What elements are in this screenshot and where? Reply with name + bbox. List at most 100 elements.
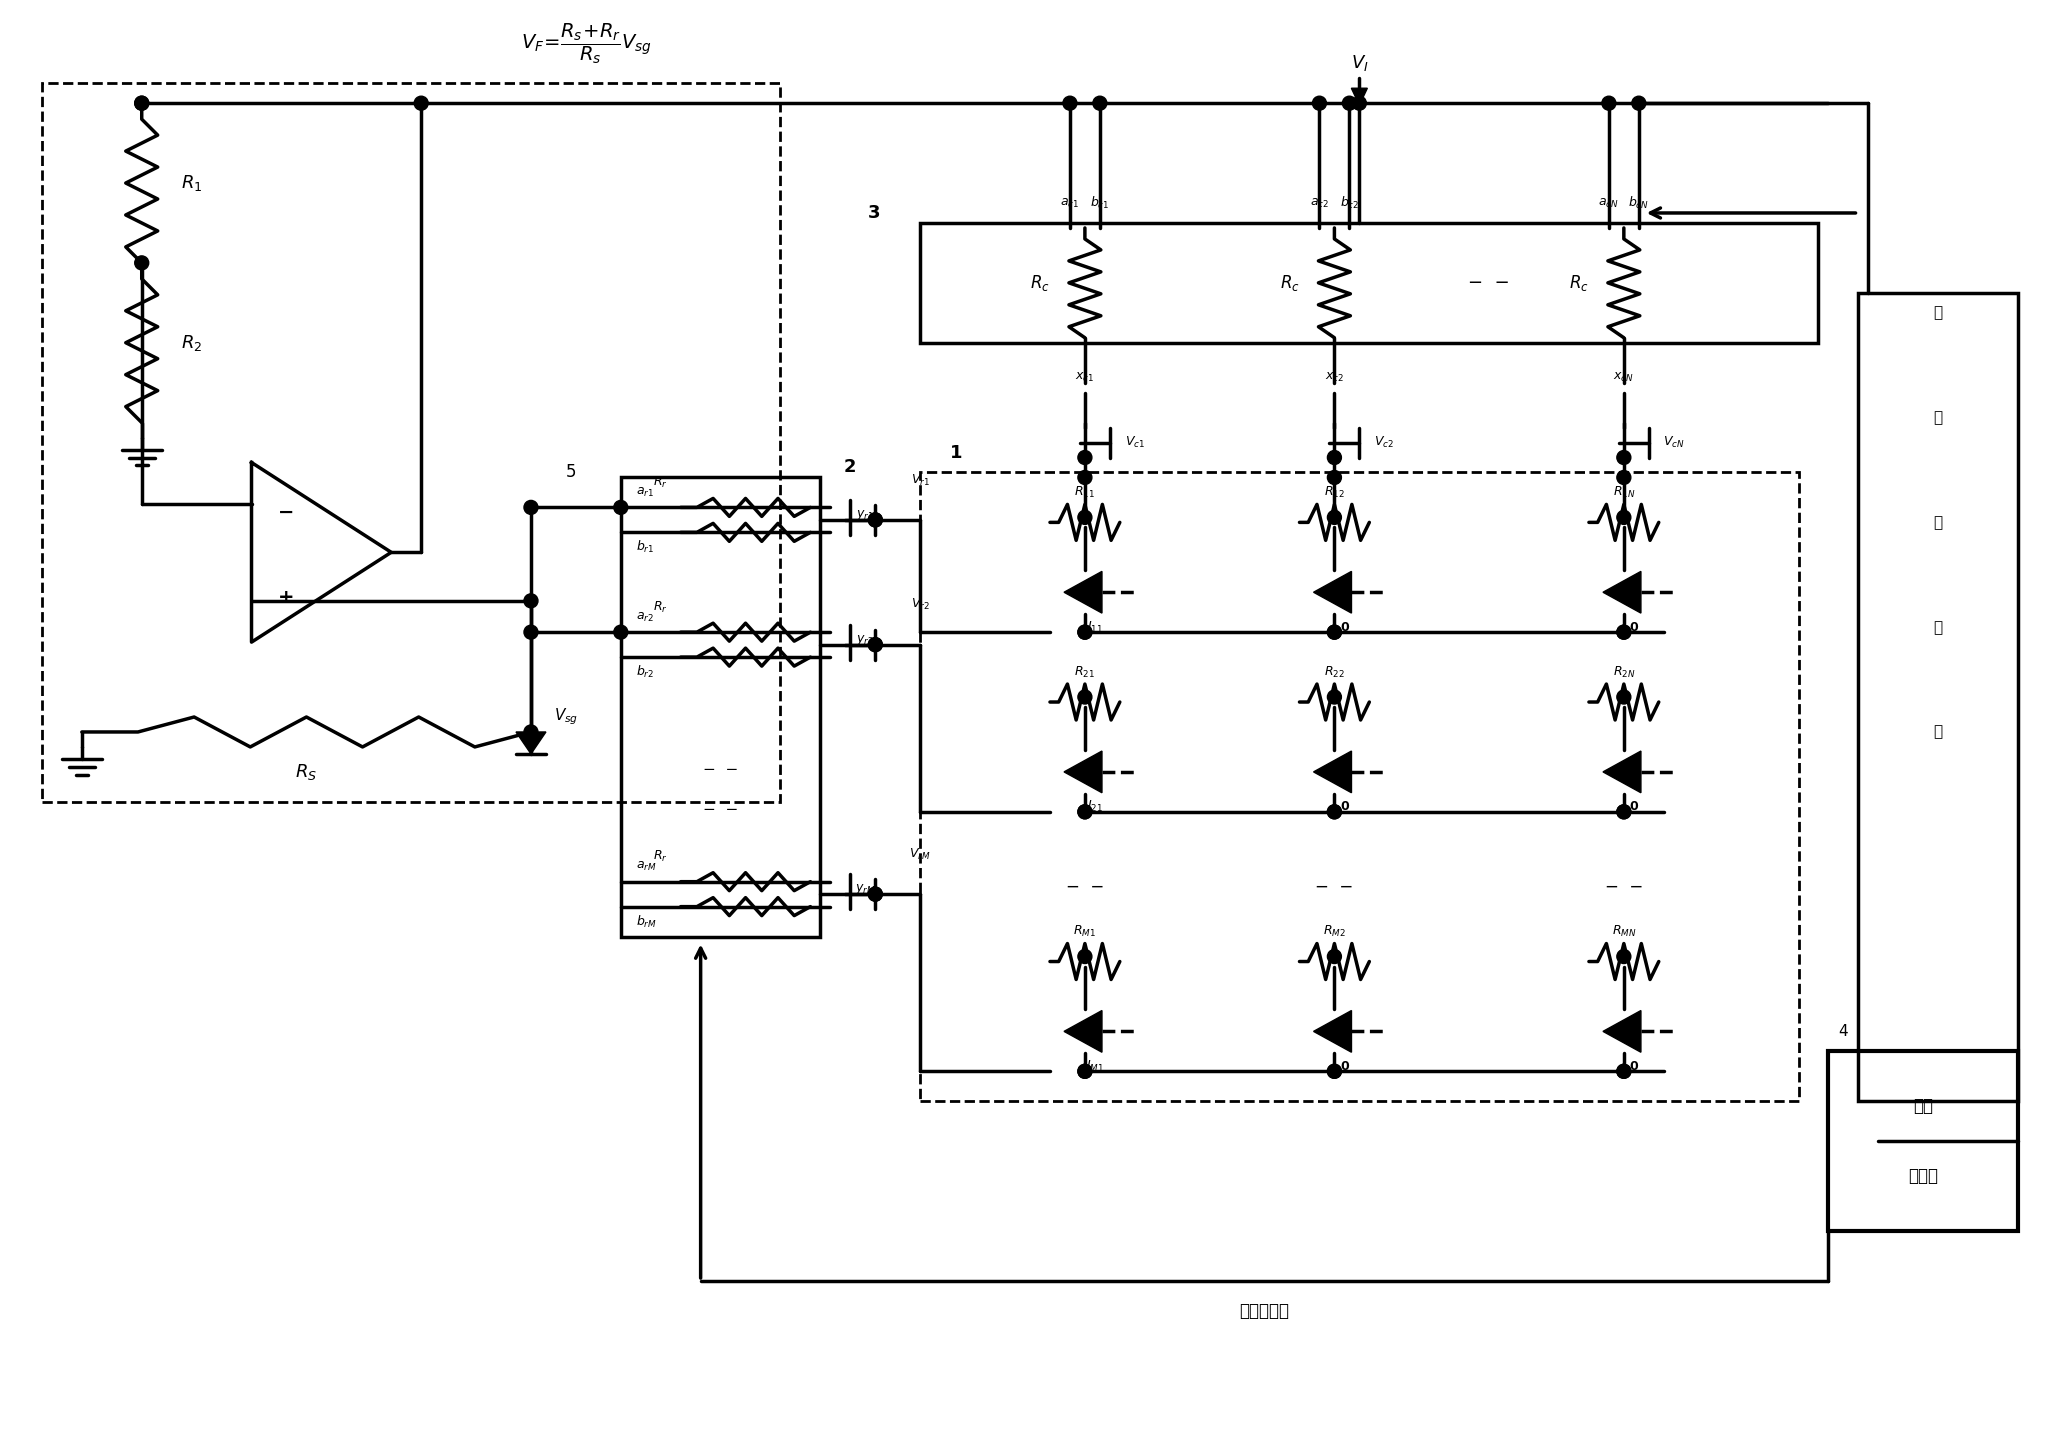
Bar: [920, 473, 1798, 1101]
Circle shape: [868, 513, 883, 527]
Text: $b_{cN}$: $b_{cN}$: [1629, 195, 1650, 211]
Text: 扫描: 扫描: [1914, 1097, 1934, 1116]
Text: 3: 3: [868, 203, 880, 222]
Text: $R_{M2}$: $R_{M2}$: [1324, 924, 1346, 939]
Text: $a_{r1}$: $a_{r1}$: [635, 485, 654, 498]
Circle shape: [1617, 451, 1631, 464]
Circle shape: [1078, 805, 1093, 819]
Text: $b_{c1}$: $b_{c1}$: [1091, 195, 1109, 211]
Text: $a_{r2}$: $a_{r2}$: [635, 610, 654, 624]
Text: 4: 4: [1839, 1024, 1848, 1038]
Circle shape: [1328, 626, 1342, 639]
Circle shape: [1078, 451, 1093, 464]
Text: 制: 制: [1934, 516, 1942, 530]
Polygon shape: [1064, 1011, 1101, 1053]
Text: $R_c$: $R_c$: [1281, 274, 1299, 292]
Polygon shape: [1602, 571, 1641, 613]
Circle shape: [1311, 96, 1326, 110]
Circle shape: [1078, 1064, 1093, 1078]
Circle shape: [1328, 690, 1342, 705]
Text: $y_{rM}$: $y_{rM}$: [856, 882, 876, 896]
Circle shape: [1078, 690, 1093, 705]
Text: $V_F\!=\!\dfrac{R_s\!+\!R_r}{R_s}V_{sg}$: $V_F\!=\!\dfrac{R_s\!+\!R_r}{R_s}V_{sg}$: [522, 21, 652, 66]
Text: $R_{21}$: $R_{21}$: [1074, 664, 1095, 680]
Text: $b_{rM}$: $b_{rM}$: [635, 914, 656, 929]
Circle shape: [1328, 805, 1342, 819]
Text: 列: 列: [1934, 305, 1942, 321]
Text: 行控制信号: 行控制信号: [1239, 1302, 1289, 1320]
Text: $V_{c2}$: $V_{c2}$: [1375, 435, 1394, 450]
Text: $a_{cN}$: $a_{cN}$: [1598, 196, 1619, 209]
Text: $V_{sg}$: $V_{sg}$: [555, 707, 577, 727]
Text: $V_{c1}$: $V_{c1}$: [1124, 435, 1144, 450]
Text: $I_{M1}$: $I_{M1}$: [1087, 1058, 1103, 1074]
Circle shape: [868, 513, 883, 527]
Circle shape: [1617, 805, 1631, 819]
Circle shape: [1328, 1064, 1342, 1078]
Circle shape: [614, 626, 627, 639]
Circle shape: [1617, 1064, 1631, 1078]
Polygon shape: [1064, 750, 1101, 793]
Text: $R_r$: $R_r$: [654, 600, 668, 614]
Text: −  −: − −: [1468, 274, 1509, 292]
Text: $b_{c2}$: $b_{c2}$: [1340, 195, 1359, 211]
Circle shape: [524, 725, 538, 739]
Circle shape: [1617, 471, 1631, 484]
Circle shape: [1602, 96, 1617, 110]
Bar: [1858, 292, 2019, 1101]
Circle shape: [868, 888, 883, 901]
Circle shape: [614, 500, 627, 514]
Text: $x_{c1}$: $x_{c1}$: [1074, 371, 1095, 384]
Text: +: +: [278, 587, 295, 607]
Text: 0: 0: [1340, 800, 1349, 813]
Circle shape: [524, 500, 538, 514]
Text: −  −: − −: [1604, 878, 1643, 895]
Text: $x_{c2}$: $x_{c2}$: [1326, 371, 1344, 384]
Circle shape: [1617, 1064, 1631, 1078]
Circle shape: [134, 96, 148, 110]
Polygon shape: [516, 732, 546, 753]
Text: −: −: [278, 503, 295, 521]
Text: $V_{r1}$: $V_{r1}$: [911, 473, 930, 487]
Circle shape: [1078, 510, 1093, 524]
Text: 0: 0: [1629, 1060, 1637, 1073]
Text: $a_{c1}$: $a_{c1}$: [1060, 196, 1080, 209]
Circle shape: [868, 637, 883, 652]
Text: 0: 0: [1340, 620, 1349, 634]
Text: $R_S$: $R_S$: [295, 762, 318, 782]
Text: 信: 信: [1934, 620, 1942, 634]
Circle shape: [524, 594, 538, 607]
Circle shape: [1631, 96, 1645, 110]
Bar: [1829, 1051, 2019, 1232]
Polygon shape: [1313, 571, 1351, 613]
Circle shape: [1328, 451, 1342, 464]
Text: $a_{c2}$: $a_{c2}$: [1309, 196, 1330, 209]
Circle shape: [1328, 471, 1342, 484]
Text: $I_{11}$: $I_{11}$: [1087, 620, 1103, 634]
Circle shape: [1093, 96, 1107, 110]
Text: 号: 号: [1934, 725, 1942, 739]
Text: $R_r$: $R_r$: [654, 475, 668, 490]
Text: 1: 1: [951, 444, 963, 461]
Text: $R_{22}$: $R_{22}$: [1324, 664, 1344, 680]
Circle shape: [134, 256, 148, 269]
Text: −  −: − −: [703, 762, 738, 778]
Text: $y_{r1}$: $y_{r1}$: [856, 508, 874, 521]
Circle shape: [1078, 471, 1093, 484]
Text: $I_{21}$: $I_{21}$: [1087, 799, 1103, 815]
Text: $b_{r2}$: $b_{r2}$: [635, 664, 654, 680]
Circle shape: [1062, 96, 1076, 110]
Circle shape: [1078, 626, 1093, 639]
Polygon shape: [1602, 1011, 1641, 1053]
Circle shape: [1328, 510, 1342, 524]
Text: −  −: − −: [1316, 878, 1353, 895]
Circle shape: [1617, 626, 1631, 639]
Circle shape: [1328, 949, 1342, 964]
Text: $x_{cN}$: $x_{cN}$: [1612, 371, 1635, 384]
Circle shape: [1078, 949, 1093, 964]
Text: $y_{r2}$: $y_{r2}$: [856, 633, 874, 647]
Bar: [920, 223, 1819, 342]
Circle shape: [1342, 96, 1357, 110]
Text: 控制器: 控制器: [1907, 1167, 1938, 1186]
Text: $V_{rM}$: $V_{rM}$: [909, 846, 930, 862]
